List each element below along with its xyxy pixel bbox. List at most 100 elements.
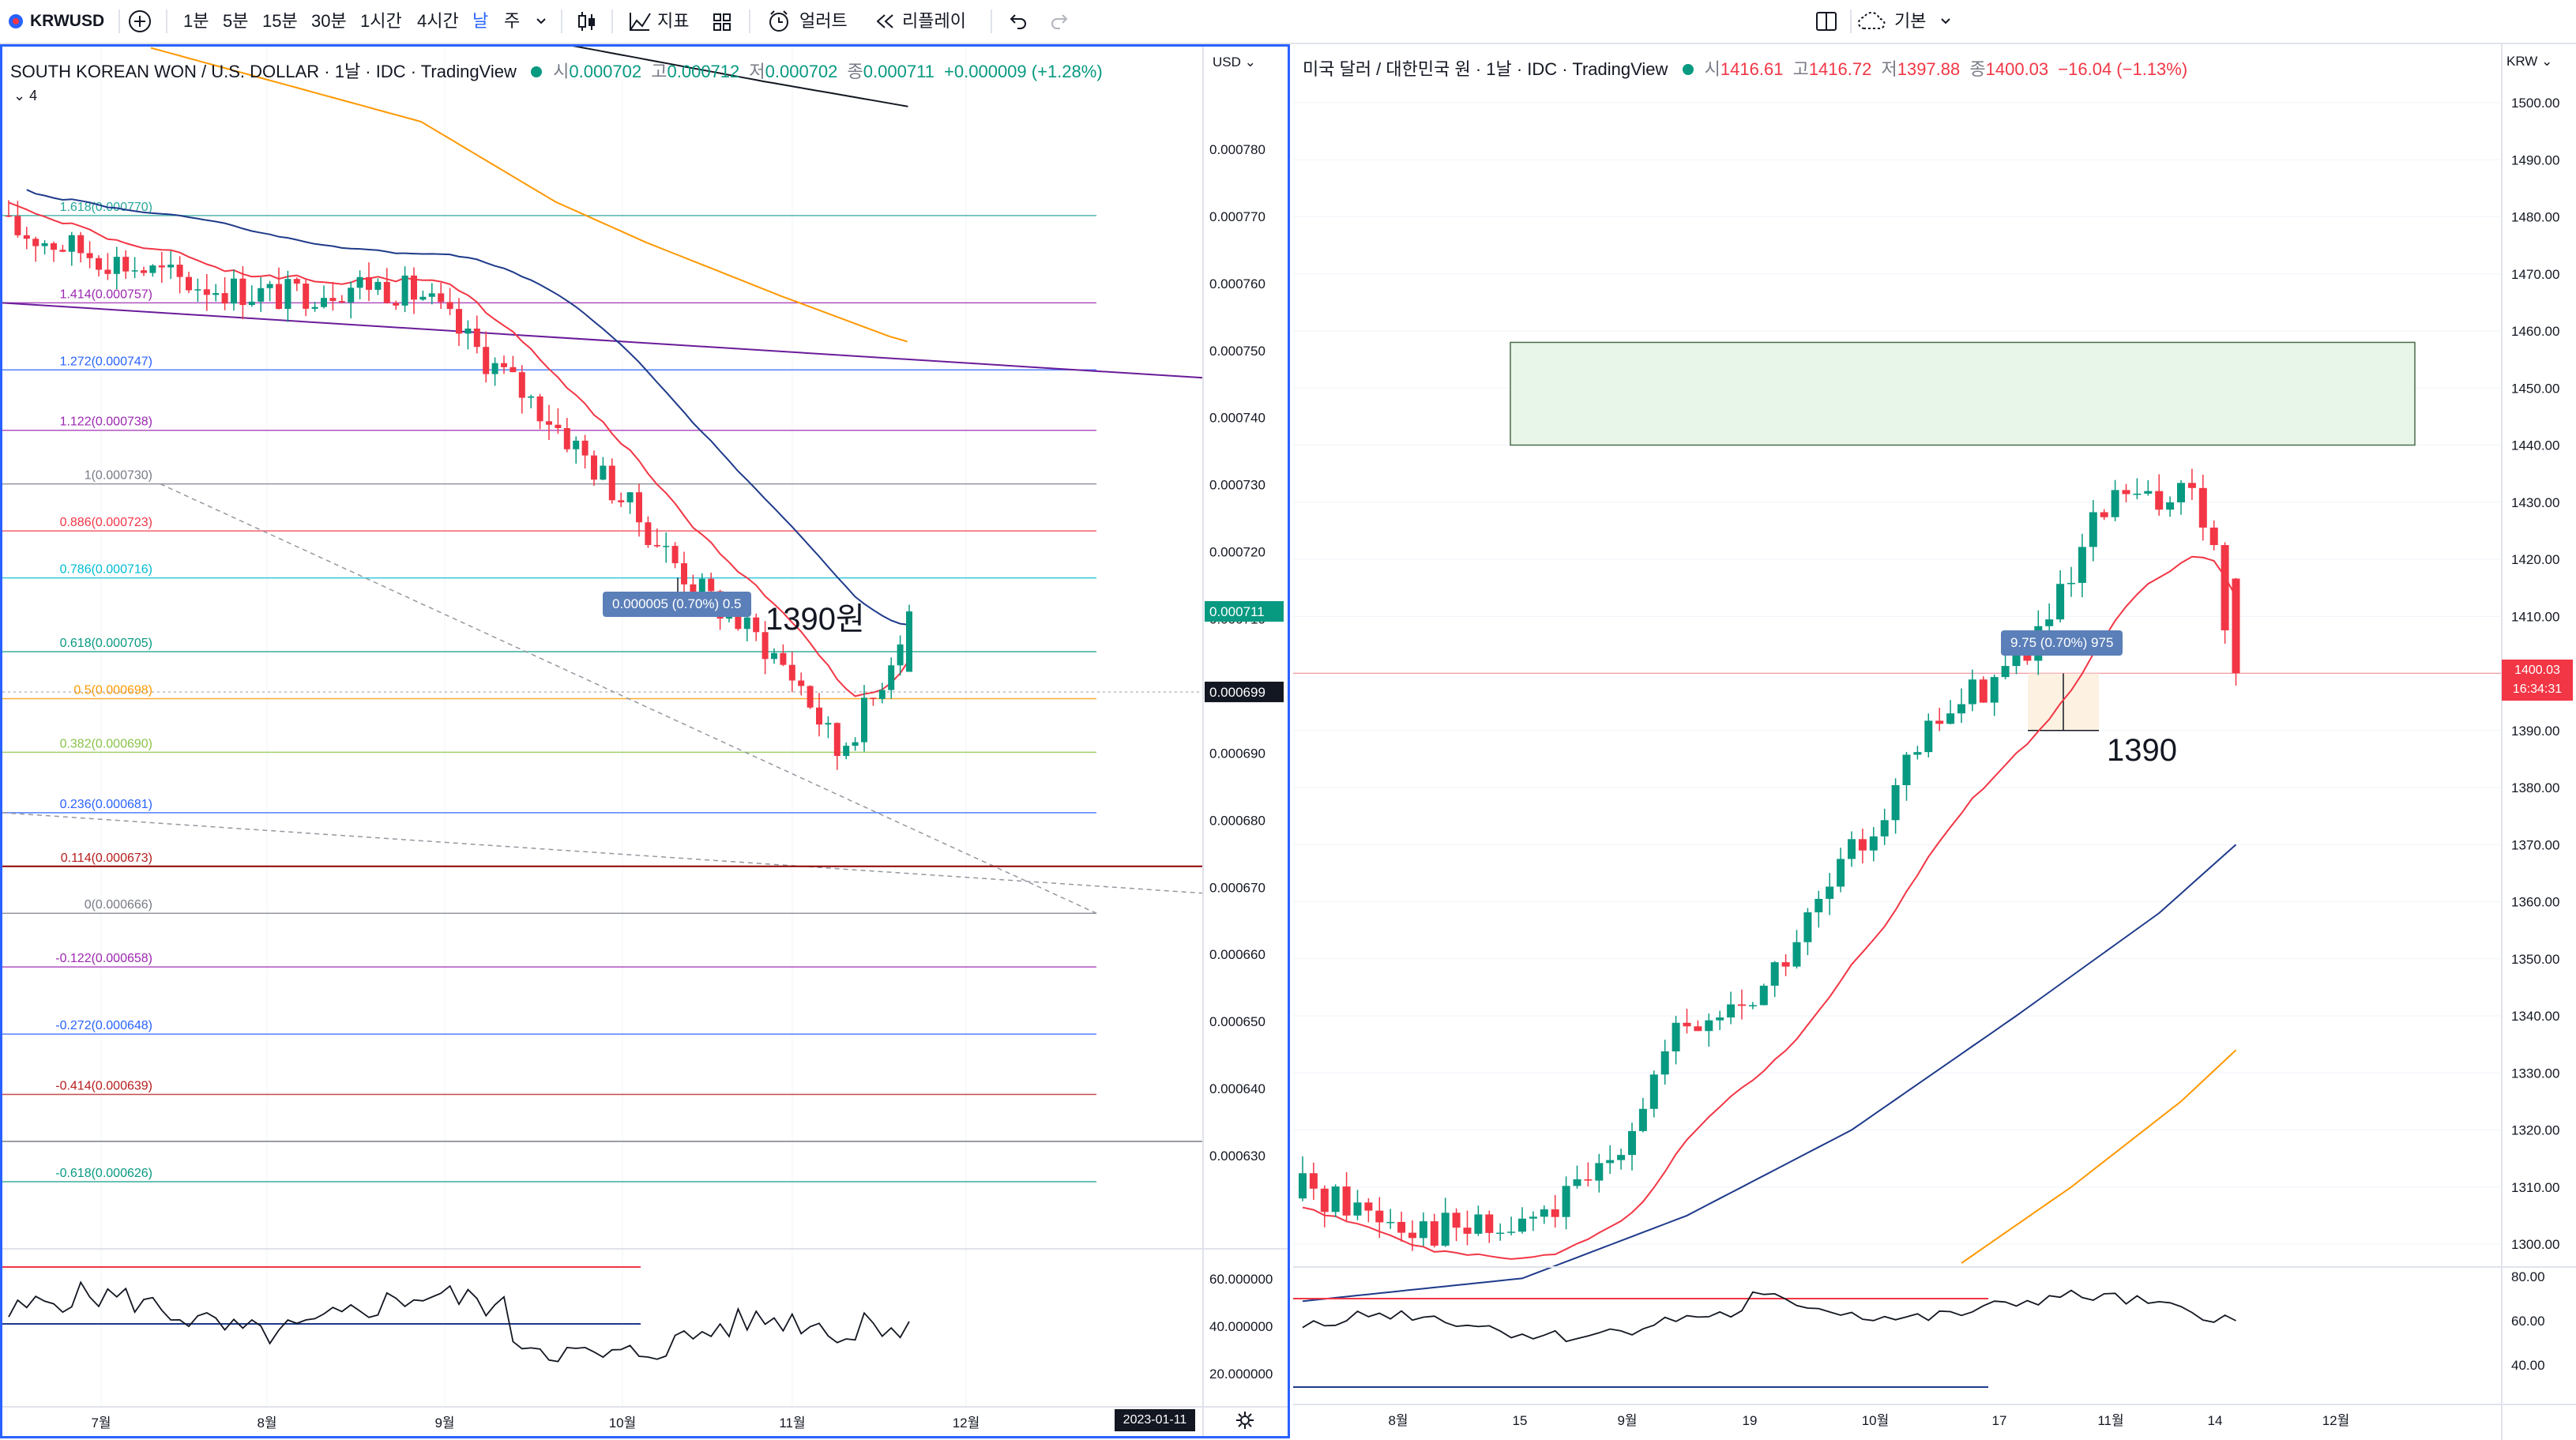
time-tick-label: 15 [1513, 1413, 1528, 1428]
fib-level-label: -0.618(0.000626) [55, 1167, 152, 1180]
candle-body [780, 652, 787, 665]
candle-body [149, 265, 156, 273]
symbol-search-button[interactable]: KRWUSD [30, 12, 105, 30]
candle-body [1968, 679, 1976, 705]
candle-body [1748, 1005, 1757, 1006]
time-tick-label: 11월 [779, 1416, 805, 1431]
candle-body [1705, 1020, 1713, 1032]
candle-body [2012, 652, 2021, 667]
layout-split-icon[interactable] [1814, 0, 1839, 43]
candle-body [1913, 752, 1922, 755]
price-tick-label: 1430.00 [2511, 495, 2559, 510]
candle-body [600, 465, 607, 480]
chart-pane-usdkrw[interactable]: 1500.00 1490.00 1480.00 1470.00 1460.00 1450.… [1293, 44, 2576, 1440]
annotation-text[interactable]: 1390 [2107, 733, 2177, 768]
candle-body [258, 288, 265, 302]
candle-body [374, 281, 382, 290]
interval-5m[interactable]: 5분 [223, 11, 249, 31]
add-symbol-icon[interactable] [126, 0, 153, 43]
candle-body [843, 746, 850, 757]
indicator-count: 4 [29, 88, 38, 103]
candle-style-icon[interactable] [575, 0, 599, 43]
close-label: 종 [847, 62, 863, 81]
candle-body [186, 276, 192, 291]
interval-week[interactable]: 주 [504, 11, 521, 31]
candle-body [203, 289, 210, 295]
candle-body [2100, 512, 2108, 517]
price-tick-label: 0.000740 [1209, 411, 1265, 426]
candle-body [1529, 1216, 1537, 1219]
candle-body [1617, 1155, 1626, 1160]
chart-title: 미국 달러 / 대한민국 원 · 1날 · IDC · TradingView [1303, 59, 1668, 79]
chart-pane-krwusd[interactable]: 1.618(0.000770) 1.414(0.000757) 1.272(0.00… [0, 44, 1290, 1438]
candle-body [1309, 1173, 1318, 1189]
candle-body [608, 465, 615, 501]
candle-body [690, 584, 697, 596]
time-tick-label: 8월 [257, 1416, 276, 1431]
candle-body [1518, 1218, 1526, 1232]
moving-average-black [572, 47, 908, 107]
price-tick-label: 0.000780 [1209, 142, 1265, 157]
candle-body [1935, 720, 1944, 724]
replay-button[interactable]: 리플레이 [902, 11, 966, 31]
annotation-text[interactable]: 1390원 [765, 602, 865, 637]
price-tick-label: 1340.00 [2511, 1009, 2559, 1024]
candle-body [1792, 942, 1801, 967]
interval-1m[interactable]: 1분 [183, 11, 209, 31]
candle-body [1562, 1186, 1570, 1217]
interval-day[interactable]: 날 [472, 11, 489, 31]
interval-30m[interactable]: 30분 [311, 11, 347, 31]
fib-level-label: 0.382(0.000690) [60, 737, 152, 750]
candle-body [428, 293, 435, 297]
fib-level-label: 0.114(0.000673) [61, 852, 152, 865]
candle-body [329, 298, 337, 302]
interval-15m[interactable]: 15분 [262, 11, 298, 31]
candle-body [473, 328, 480, 348]
layout-name[interactable]: 기본 [1894, 11, 1927, 31]
redo-icon[interactable] [1049, 0, 1073, 43]
low-label: 저 [1881, 59, 1897, 79]
rsi-tick-label: 20.000000 [1209, 1367, 1273, 1382]
indicators-icon[interactable] [627, 0, 652, 43]
candle-body [1858, 839, 1867, 851]
high-value: 0.000712 [667, 62, 740, 81]
interval-4h[interactable]: 4시간 [417, 11, 459, 31]
currency-selector[interactable]: KRW ⌄ [2506, 54, 2553, 69]
price-tick-label: 1420.00 [2511, 552, 2559, 567]
candle-body [1430, 1221, 1438, 1246]
layout-chevron-down-icon[interactable] [1939, 0, 1953, 43]
candle-body [446, 302, 453, 310]
crosshair-price-tag [1205, 681, 1284, 702]
usdkrw-chart-canvas[interactable]: 1500.001490.001480.001470.001460.001450.… [1293, 44, 2576, 1440]
price-tick-label: 0.000690 [1209, 746, 1265, 761]
candle-body [1441, 1213, 1450, 1246]
candle-body [1638, 1108, 1647, 1131]
candle-body [1869, 836, 1878, 851]
cloud-save-icon[interactable] [1856, 0, 1888, 43]
candle-body [41, 243, 48, 246]
candle-body [1781, 962, 1790, 967]
alert-clock-icon[interactable] [766, 0, 792, 43]
candle-body [825, 723, 832, 725]
krwusd-chart-canvas[interactable]: 1.618(0.000770)1.414(0.000757)1.272(0.00… [2, 47, 1288, 1436]
undo-icon[interactable] [1005, 0, 1029, 43]
chart-title: SOUTH KOREAN WON / U.S. DOLLAR · 1날 · ID… [10, 62, 517, 81]
settings-gear-icon[interactable] [1235, 1410, 1255, 1434]
interval-1h[interactable]: 1시간 [360, 11, 402, 31]
alert-button[interactable]: 얼러트 [799, 11, 848, 31]
candle-body [2209, 527, 2218, 546]
candle-body [671, 546, 679, 564]
candle-body [14, 216, 21, 235]
price-tick-label: 0.000720 [1209, 545, 1265, 560]
replay-rewind-icon[interactable] [874, 0, 896, 43]
candle-body [113, 257, 120, 274]
indicators-collapse-toggle[interactable]: ⌄ 4 [13, 88, 37, 104]
price-tick-label: 1410.00 [2511, 609, 2559, 624]
interval-dropdown-chevron-icon[interactable] [534, 0, 548, 43]
currency-selector[interactable]: USD ⌄ [1213, 55, 1256, 70]
indicators-button[interactable]: 지표 [657, 11, 690, 31]
candle-body [491, 363, 498, 374]
candle-body [1826, 886, 1834, 899]
templates-grid-icon[interactable] [711, 0, 733, 43]
rsi-tick-label: 80.00 [2511, 1269, 2545, 1284]
